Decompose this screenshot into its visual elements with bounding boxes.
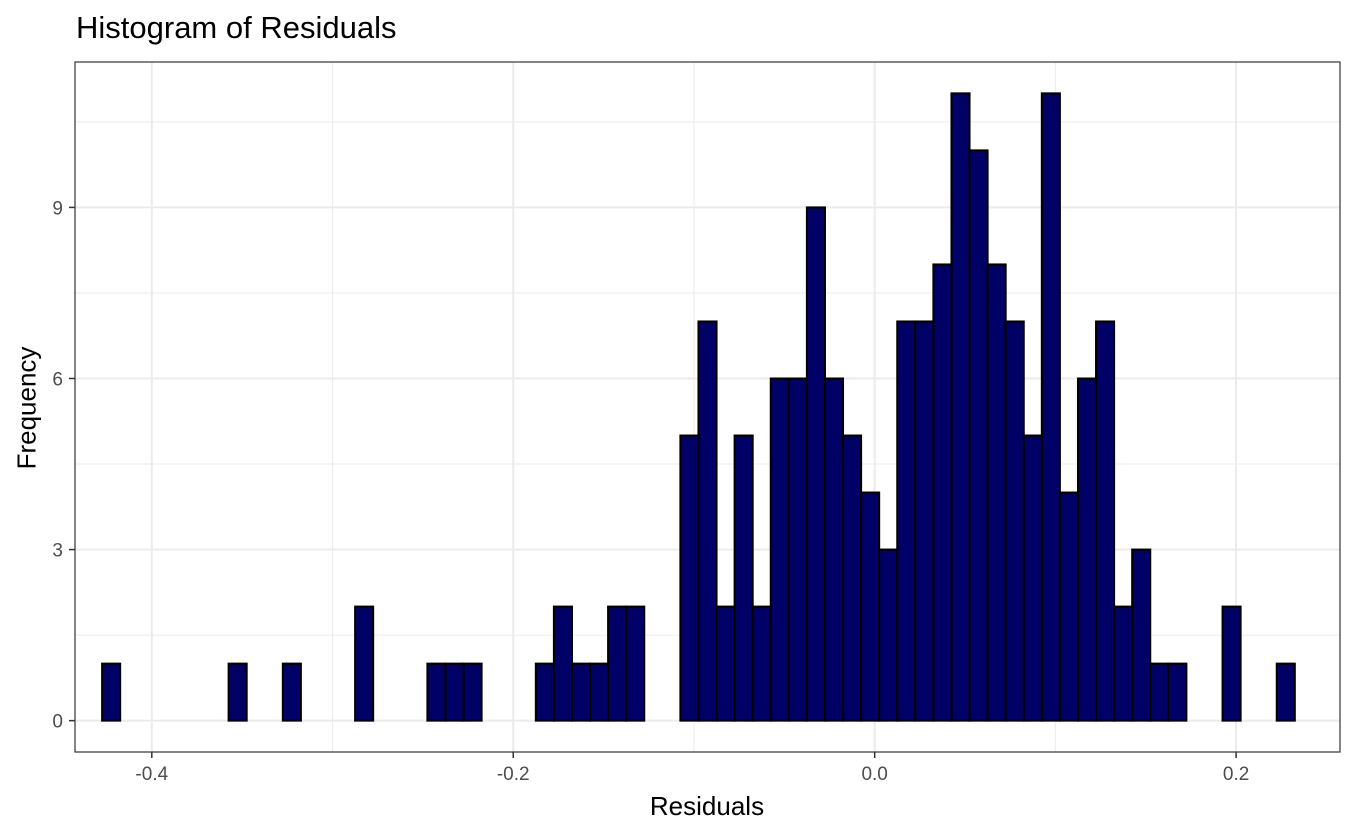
histogram-bar <box>552 605 573 722</box>
histogram-bar <box>589 662 610 722</box>
histogram-bar <box>1095 320 1116 722</box>
histogram-bar <box>1058 491 1079 722</box>
histogram-bar <box>896 320 917 722</box>
histogram-bar <box>968 149 989 722</box>
histogram-bar <box>914 320 935 722</box>
histogram-bar <box>823 377 845 722</box>
histogram-bar <box>1022 434 1043 722</box>
histogram-bar <box>462 662 483 722</box>
y-tick-label: 9 <box>52 198 63 219</box>
histogram-bar <box>860 491 881 722</box>
histogram-bar <box>1221 605 1242 722</box>
histogram-bars <box>101 92 1296 722</box>
histogram-bar <box>1149 662 1170 722</box>
histogram-bar <box>878 548 899 722</box>
histogram-bar <box>1004 320 1025 722</box>
histogram-bar <box>281 662 302 722</box>
histogram-bar <box>932 263 953 722</box>
histogram-bar <box>625 605 646 722</box>
y-axis-label: Frequency <box>11 346 42 470</box>
histogram-bar <box>570 662 592 722</box>
histogram-bar <box>1040 92 1061 722</box>
histogram-bar <box>1275 662 1296 722</box>
x-tick-label: -0.2 <box>497 764 530 785</box>
histogram-bar <box>751 605 772 722</box>
histogram-bar <box>227 662 248 722</box>
histogram-bar <box>733 434 754 722</box>
histogram-bar <box>101 662 122 722</box>
chart-title: Histogram of Residuals <box>76 10 397 45</box>
histogram-bar <box>842 434 863 722</box>
histogram-bar <box>697 320 718 722</box>
histogram-bar <box>426 662 447 722</box>
histogram-bar <box>534 662 555 722</box>
histogram-bar <box>715 605 736 722</box>
x-tick-label: 0.2 <box>1223 764 1249 785</box>
histogram-bar <box>1167 662 1188 722</box>
y-tick-label: 6 <box>52 369 63 390</box>
histogram-bar <box>679 434 700 722</box>
histogram-bar <box>787 377 808 722</box>
x-tick-label: -0.4 <box>135 764 168 785</box>
histogram-bar <box>769 377 790 722</box>
axis-ticks: -0.4 -0.2 0.0 0.2 0 3 6 9 <box>52 198 1249 785</box>
y-tick-label: 0 <box>52 712 63 733</box>
panel-border <box>74 61 1341 753</box>
histogram-bar <box>1113 605 1134 722</box>
histogram-bar <box>1131 548 1152 722</box>
histogram-bar <box>1076 377 1098 722</box>
y-tick-label: 3 <box>52 541 63 562</box>
x-axis-label: Residuals <box>649 791 765 821</box>
histogram-bar <box>354 605 375 722</box>
histogram-bar <box>444 662 465 722</box>
x-tick-label: 0.0 <box>861 764 887 785</box>
histogram-bar <box>986 263 1007 722</box>
histogram-bar <box>805 206 826 722</box>
histogram-bar <box>607 605 628 722</box>
histogram-bar <box>950 92 971 722</box>
